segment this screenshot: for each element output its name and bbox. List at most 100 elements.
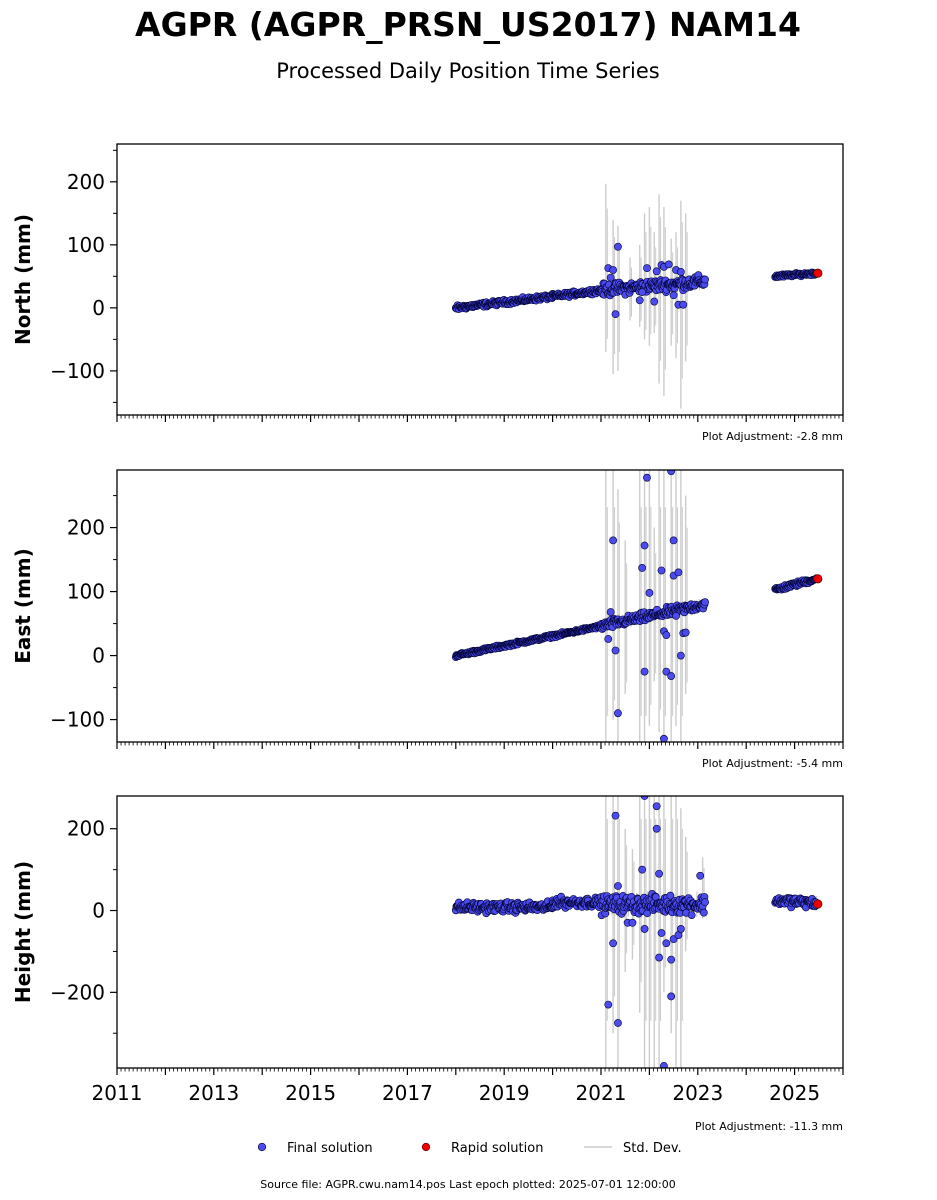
legend-marker-1 xyxy=(421,1142,431,1152)
final-point-outlier-7 xyxy=(640,925,649,933)
y-tick-label: 200 xyxy=(67,516,105,540)
final-point xyxy=(701,598,709,607)
final-point xyxy=(699,908,708,917)
x-tick-label: 2017 xyxy=(382,1081,433,1105)
panel-frame xyxy=(116,469,844,743)
x-tick-label: 2023 xyxy=(672,1081,723,1105)
x-tick-label: 2019 xyxy=(479,1081,530,1105)
final-point-outlier-12 xyxy=(657,929,666,937)
legend-label-1: Rapid solution xyxy=(451,1141,543,1156)
x-tick-label: 2011 xyxy=(92,1081,143,1105)
final-point-outlier-19 xyxy=(674,568,683,577)
final-point-outlier-6 xyxy=(638,865,647,874)
final-point-outlier-12 xyxy=(635,296,644,305)
final-point-outlier-3 xyxy=(609,939,617,948)
figure-subtitle: Processed Daily Position Time Series xyxy=(276,59,660,83)
final-point-outlier-4 xyxy=(606,273,615,282)
final-point-outlier-8 xyxy=(638,564,647,572)
final-point-outlier-2 xyxy=(611,310,620,319)
plot-area xyxy=(451,470,823,742)
stddev-bars xyxy=(455,183,817,409)
final-point-outlier-18 xyxy=(667,672,676,680)
final-point-outlier-0 xyxy=(604,1000,613,1009)
final-point-outlier-12 xyxy=(662,667,671,676)
y-tick-label: 200 xyxy=(67,170,105,194)
final-point-outlier-3 xyxy=(614,709,622,718)
figure-title: AGPR (AGPR_PRSN_US2017) NAM14 xyxy=(135,5,801,44)
final-point-outlier-0 xyxy=(606,608,615,616)
final-point-outlier-14 xyxy=(662,631,671,640)
plot-adjustment: Plot Adjustment: -5.4 mm xyxy=(702,757,843,770)
y-axis: −100 0 100 200 xyxy=(50,495,117,732)
y-tick-label: 0 xyxy=(92,296,105,320)
x-tick-label: 2025 xyxy=(769,1081,820,1105)
final-point-outlier-9 xyxy=(640,667,649,676)
final-point-outlier-14 xyxy=(662,939,671,948)
plot-area xyxy=(451,796,823,1068)
final-point-outlier-1 xyxy=(609,266,617,274)
final-point-outlier-10 xyxy=(655,869,663,878)
legend-label-0: Final solution xyxy=(287,1141,373,1156)
panel-frame xyxy=(116,795,844,1069)
final-point-outlier-11 xyxy=(676,268,685,276)
final-point-outlier-15 xyxy=(667,470,676,476)
y-tick-label: −200 xyxy=(50,980,105,1004)
rapid-point-0 xyxy=(813,574,823,584)
final-point-outlier-1 xyxy=(609,536,617,545)
stddev-bars xyxy=(455,470,817,742)
panel-1: −100 0 100 200 East (mm) Plot Adjustment: -5.… xyxy=(11,469,844,770)
plot-adjustment: Plot Adjustment: -2.8 mm xyxy=(702,430,843,443)
legend-marker-0 xyxy=(257,1142,267,1152)
final-point-outlier-2 xyxy=(611,646,620,655)
final-point-outlier-16 xyxy=(669,536,678,545)
final-point-outlier-20 xyxy=(696,871,705,880)
final-point-outlier-9 xyxy=(652,824,661,833)
final-point xyxy=(666,891,675,900)
final-point-outlier-22 xyxy=(628,918,637,927)
final-point-outlier-1 xyxy=(611,811,620,820)
final-point xyxy=(687,911,696,919)
legend: Final solution Rapid solution Std. Dev. xyxy=(257,1141,682,1156)
y-tick-label: −100 xyxy=(50,359,105,383)
y-axis: −100 0 100 200 xyxy=(50,149,117,403)
y-axis-label: Height (mm) xyxy=(11,861,35,1003)
final-point-outlier-13 xyxy=(650,297,659,306)
final-point-outlier-17 xyxy=(638,288,647,297)
final-point-outlier-22 xyxy=(681,628,690,637)
y-tick-label: 0 xyxy=(92,899,105,923)
final-point-outlier-16 xyxy=(667,955,676,964)
final-point-outlier-11 xyxy=(660,734,668,742)
final-point-outlier-10 xyxy=(657,566,666,575)
x-axis: 2011 2013 2015 2017 2019 2021 2023 2025 xyxy=(92,1068,844,1105)
x-axis xyxy=(116,742,844,749)
final-point-outlier-9 xyxy=(664,260,673,269)
final-point-outlier-13 xyxy=(660,1062,668,1068)
y-axis: −200 0 200 xyxy=(50,817,117,1034)
x-tick-label: 2013 xyxy=(188,1081,239,1105)
x-tick-label: 2015 xyxy=(285,1081,336,1105)
stddev-bars xyxy=(455,796,817,1068)
final-point xyxy=(701,898,709,907)
panel-0: −100 0 100 200 North (mm) Plot Adjustment: -2… xyxy=(11,143,844,443)
plot-adjustment: Plot Adjustment: -11.3 mm xyxy=(695,1120,843,1133)
final-point-outlier-16 xyxy=(679,300,688,309)
final-point-outlier-5 xyxy=(643,264,651,273)
final-point-outlier-14 xyxy=(669,291,678,300)
final-point-outlier-11 xyxy=(655,953,663,962)
y-axis-label: East (mm) xyxy=(11,548,35,664)
x-tick-label: 2021 xyxy=(576,1081,627,1105)
source-note: Source file: AGPR.cwu.nam14.pos Last epo… xyxy=(260,1178,675,1191)
y-tick-label: 0 xyxy=(92,644,105,668)
final-points xyxy=(451,796,823,1068)
plot-area xyxy=(451,183,823,409)
final-point-outlier-19 xyxy=(676,925,685,933)
final-point-outlier-4 xyxy=(604,635,613,643)
y-axis-label: North (mm) xyxy=(11,214,35,345)
final-point-outlier-3 xyxy=(614,242,622,251)
y-tick-label: 100 xyxy=(67,233,105,257)
legend-label-2: Std. Dev. xyxy=(623,1141,682,1156)
final-point-outlier-6 xyxy=(652,267,661,276)
final-point-outlier-7 xyxy=(645,588,654,597)
final-points xyxy=(451,242,823,319)
